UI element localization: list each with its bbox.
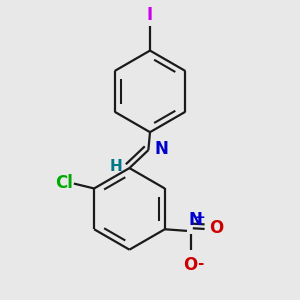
- Text: Cl: Cl: [55, 174, 73, 192]
- Text: H: H: [110, 159, 122, 174]
- Text: O: O: [209, 219, 223, 237]
- Text: +: +: [195, 211, 206, 224]
- Text: N: N: [154, 140, 168, 158]
- Text: N: N: [188, 211, 202, 229]
- Text: O: O: [183, 256, 197, 274]
- Text: I: I: [147, 7, 153, 25]
- Text: -: -: [197, 256, 204, 271]
